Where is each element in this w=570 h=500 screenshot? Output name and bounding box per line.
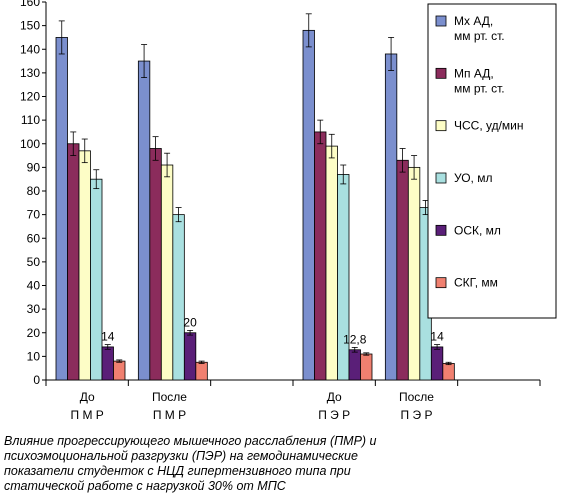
bar [160, 164, 174, 381]
bar [337, 174, 350, 381]
legend-label: СКГ, мм [454, 276, 498, 290]
x-group-label: До [80, 390, 95, 404]
legend-swatch [435, 224, 447, 236]
bar [183, 332, 197, 381]
bar [325, 145, 338, 381]
legend-swatch [435, 67, 447, 79]
y-tick-label: 160 [20, 0, 40, 9]
bar [101, 346, 114, 381]
y-tick-label: 150 [20, 19, 40, 33]
y-tick-label: 30 [27, 302, 41, 316]
caption-line-2: психоэмоциональной разгрузки (ПЭР) на ге… [4, 449, 358, 463]
y-tick-label: 130 [20, 66, 40, 80]
bar [360, 353, 373, 381]
legend-label: Мх АД, мм рт. ст. [454, 14, 505, 43]
bar [407, 166, 421, 381]
data-label: 20 [183, 315, 197, 329]
x-group-sublabel: П М Р [153, 408, 186, 422]
y-tick-label: 10 [27, 349, 41, 363]
bar [430, 346, 444, 381]
y-tick-label: 40 [27, 279, 41, 293]
y-tick-label: 110 [21, 113, 40, 127]
figure-caption: Влияние прогрессирующего мышечного рассл… [4, 434, 474, 494]
bar [348, 349, 361, 381]
y-tick-label: 70 [27, 208, 41, 222]
caption-line-1: Влияние прогрессирующего мышечного рассл… [4, 434, 377, 448]
bar [314, 131, 327, 381]
x-group-label: После [399, 390, 434, 404]
bar [113, 360, 126, 381]
legend-box [427, 3, 557, 319]
bar [302, 29, 315, 381]
bar [384, 53, 398, 381]
bar-chart: 0 10 20 30 40 50 60 70 80 90 100 110 120 130 140 150 160… [20, 0, 557, 422]
x-group-label: После [152, 390, 187, 404]
bar [396, 159, 409, 381]
legend-label: Мп АД, мм рт. ст. [454, 66, 505, 95]
legend-label: ЧСС, уд/мин [454, 119, 524, 133]
data-label: 12,8 [343, 332, 367, 346]
y-tick-label: 90 [27, 160, 41, 174]
bar [195, 361, 208, 381]
caption-line-3: показатели студенток с НЦД гипертензивно… [4, 464, 351, 478]
y-tick-label: 100 [20, 137, 40, 151]
bar [67, 143, 80, 381]
x-group-sublabel: П Э Р [318, 408, 350, 422]
y-tick-label: 120 [20, 90, 40, 104]
y-tick-label: 60 [27, 231, 41, 245]
caption-line-4: статической работе с нагрузкой 30% от МП… [4, 479, 286, 493]
legend-label: УО, мл [454, 171, 492, 185]
data-label: 14 [101, 330, 115, 344]
y-tick-label: 50 [27, 255, 41, 269]
y-tick-label: 0 [33, 373, 40, 387]
bar [78, 150, 91, 381]
bar [442, 363, 455, 381]
y-tick-label: 80 [27, 184, 41, 198]
bar [172, 214, 185, 381]
data-label: 14 [430, 330, 444, 344]
bar [137, 60, 151, 381]
x-group-sublabel: П Э Р [401, 408, 433, 422]
x-group-label: До [327, 390, 342, 404]
bar [90, 178, 103, 381]
y-tick-label: 20 [27, 326, 41, 340]
legend-swatch [435, 172, 447, 184]
bar [149, 148, 162, 381]
bar [55, 37, 68, 381]
y-tick-label: 140 [20, 42, 40, 56]
x-group-sublabel: П М Р [71, 408, 104, 422]
legend-swatch [435, 277, 447, 289]
legend-swatch [435, 120, 447, 132]
legend-label: ОСК, мл [454, 223, 501, 237]
legend-swatch [435, 15, 447, 27]
